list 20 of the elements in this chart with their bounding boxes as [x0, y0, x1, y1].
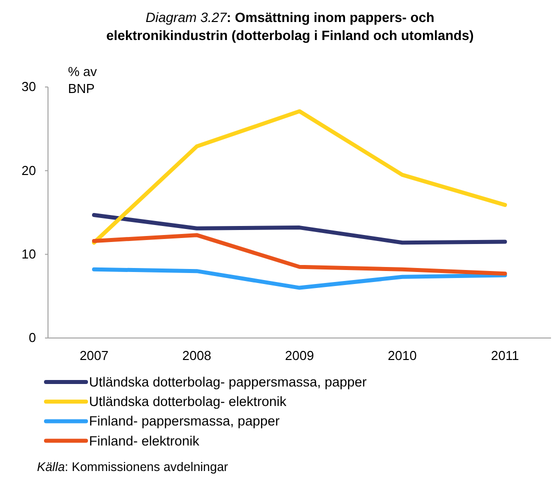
y-tick-label: 0	[28, 330, 36, 346]
y-tick-label: 30	[22, 79, 36, 94]
text: Källa: Kommissionens avdelningar	[37, 460, 228, 474]
x-tick-label: 2007	[80, 348, 108, 364]
x-tick-label: 2010	[388, 348, 417, 364]
line-series	[92, 109, 507, 245]
legend-label: Finland- pappersmassa, papper	[89, 414, 280, 429]
line-series	[92, 213, 507, 245]
y-tick-label: 20	[22, 162, 36, 178]
y-axis-title: % av BNP	[68, 64, 98, 96]
x-tick-label: 2009	[285, 348, 314, 364]
legend-label: Finland- elektronik	[89, 433, 200, 448]
legend-label: Utländska dotterbolag- elektronik	[89, 394, 287, 410]
line-series	[92, 267, 507, 290]
legend-label: Utländska dotterbolag- pappersmassa, papper	[89, 374, 368, 390]
line-series	[92, 233, 507, 276]
x-tick-label: 2008	[182, 348, 212, 364]
y-tick-label: 10	[22, 246, 36, 262]
x-tick-label: 2011	[490, 348, 519, 364]
chart-title: Diagram 3.27: Omsättning inom pappers- och elektronikindustrin (dotterbolag i Finland och utomlands)	[106, 10, 474, 43]
